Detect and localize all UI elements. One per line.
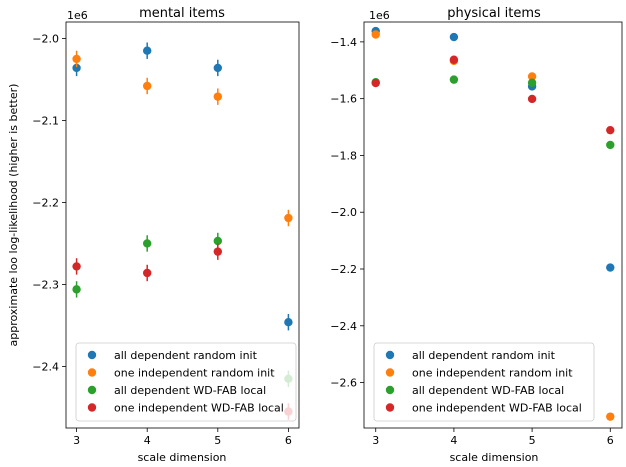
y-tick-label: −2.3 (32, 278, 59, 291)
y-tick-label: −2.1 (32, 114, 59, 127)
legend-label: all dependent random init (412, 349, 556, 362)
legend-box (373, 342, 595, 422)
legend: all dependent random init one independent… (373, 342, 595, 422)
y-tick-label: −2.4 (330, 320, 357, 333)
data-point (213, 236, 223, 246)
series-all-dependent-wd-fab-local (371, 75, 615, 150)
data-point (142, 46, 152, 55)
legend: all dependent random init one independent… (75, 342, 297, 422)
axis-ticks: 3 4 5 6 −2.6 −2.4 −2.2 −2.0 −1.8 −1.6 −1.4 (330, 36, 613, 447)
legend-box (75, 342, 297, 422)
data-point (527, 78, 537, 87)
y-tick-label: −2.2 (330, 263, 357, 276)
panel-title: mental items (139, 6, 225, 21)
data-point (527, 94, 537, 104)
panel-title: physical items (447, 6, 541, 21)
data-point (213, 92, 223, 101)
x-tick-label: 5 (529, 434, 536, 447)
y-axis-label: approximate loo log-likelihood (higher i… (7, 84, 20, 347)
data-point (72, 63, 81, 73)
y-offset-text: 1e6 (369, 9, 390, 22)
x-tick-label: 6 (607, 434, 614, 447)
legend-label: one independent random init (114, 367, 275, 380)
data-point (142, 239, 152, 248)
legend-label: one independent WD-FAB local (412, 402, 582, 415)
data-point (371, 78, 380, 88)
legend-marker (87, 403, 97, 412)
data-point (449, 75, 459, 84)
y-tick-label: −2.4 (32, 360, 59, 373)
legend-label: all dependent WD-FAB local (412, 384, 564, 397)
legend-marker (385, 350, 395, 360)
legend-marker (87, 350, 97, 360)
series-one-independent-random-init (72, 50, 293, 227)
data-point (284, 213, 293, 223)
legend-label: one independent random init (412, 367, 573, 380)
data-point (606, 140, 615, 150)
y-tick-label: −2.2 (32, 196, 59, 209)
y-tick-label: −1.8 (330, 149, 357, 162)
data-point (284, 317, 293, 327)
plot-frame (65, 21, 300, 429)
legend-marker (385, 385, 395, 395)
y-tick-label: −2.6 (330, 377, 357, 390)
series-one-independent-wd-fab-local (371, 55, 615, 135)
x-axis-label: scale dimension (138, 451, 227, 464)
legend-label: one independent WD-FAB local (114, 402, 284, 415)
legend-label: all dependent WD-FAB local (114, 384, 266, 397)
panel-physical-items: physical items 1e6 scale dimension 3 4 5 6 −… (330, 6, 623, 464)
data-point (449, 32, 459, 42)
legend-label: all dependent random init (114, 349, 258, 362)
x-tick-label: 5 (214, 434, 221, 447)
data-point (72, 285, 81, 294)
y-offset-text: 1e6 (67, 9, 88, 22)
data-point (72, 262, 81, 271)
data-point (142, 268, 152, 278)
data-point (449, 55, 459, 64)
plot-frame (363, 21, 623, 429)
x-tick-label: 4 (144, 434, 151, 447)
y-tick-label: −1.4 (330, 36, 357, 49)
y-tick-label: −2.0 (330, 206, 357, 219)
y-tick-label: −2.0 (32, 32, 59, 45)
x-tick-label: 4 (450, 434, 457, 447)
y-tick-label: −1.6 (330, 93, 357, 106)
data-marks (371, 26, 615, 421)
legend-marker (385, 368, 395, 377)
series-all-dependent-random-init (371, 26, 615, 272)
axis-ticks: 3 4 5 6 −2.4 −2.3 −2.2 −2.1 −2.0 (32, 32, 292, 447)
data-point (606, 125, 615, 135)
x-tick-label: 6 (285, 434, 292, 447)
legend-marker (87, 385, 97, 395)
series-all-dependent-random-init (72, 42, 293, 331)
data-point (213, 63, 223, 73)
x-tick-label: 3 (372, 434, 379, 447)
data-point (142, 81, 152, 91)
panel-mental-items: mental items 1e6 scale dimension 3 4 5 6 −2.… (32, 6, 300, 464)
legend-marker (385, 403, 395, 412)
data-point (371, 30, 380, 39)
data-point (606, 412, 615, 421)
data-point (213, 247, 223, 256)
data-point (72, 54, 81, 64)
x-tick-label: 3 (73, 434, 80, 447)
data-point (527, 72, 537, 81)
data-point (606, 263, 615, 272)
legend-marker (87, 368, 97, 377)
x-axis-label: scale dimension (450, 451, 539, 464)
